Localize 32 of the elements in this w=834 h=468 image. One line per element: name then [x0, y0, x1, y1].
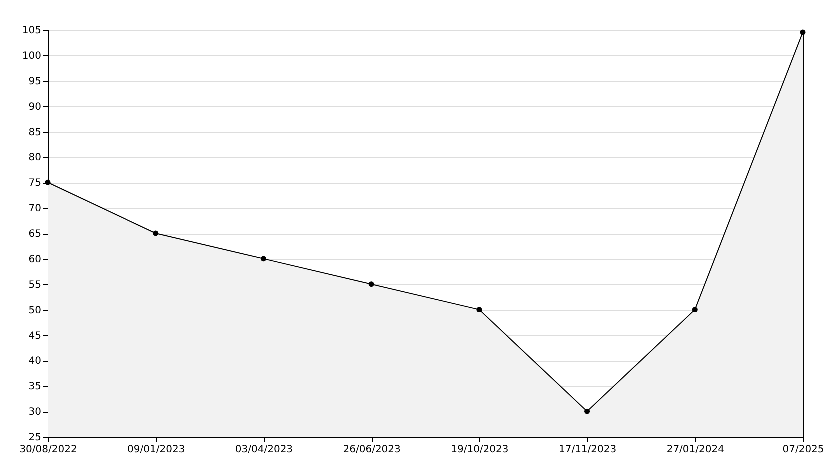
x-tick-label: 30/08/2022 — [20, 444, 78, 456]
y-tick-label: 70 — [28, 204, 42, 215]
x-tick-label: 26/06/2023 — [343, 444, 401, 456]
x-tick-label: 27/01/2024 — [666, 444, 724, 456]
point — [800, 30, 806, 36]
y-tick-label: 50 — [28, 305, 42, 316]
y-tick-label: 60 — [28, 254, 42, 266]
x-tick-label: 17/11/2023 — [558, 444, 617, 456]
y-tick-label: 105 — [22, 26, 42, 36]
y-tick-label: 35 — [28, 382, 42, 393]
y-tick-label: 30 — [28, 407, 42, 418]
y-tick-label: 90 — [28, 102, 42, 113]
point — [692, 307, 698, 313]
point — [476, 307, 482, 313]
y-tick-label: 75 — [28, 178, 42, 190]
y-tick-label: 45 — [28, 330, 42, 342]
point — [368, 282, 374, 288]
x-tick-label: 07/2025 — [782, 444, 824, 456]
y-tick-label: 25 — [28, 432, 42, 444]
y-tick-label: 55 — [28, 280, 42, 291]
y-tick-label: 80 — [28, 152, 42, 164]
y-tick-label: 95 — [28, 76, 42, 88]
x-tick-label: 03/04/2023 — [235, 444, 294, 456]
y-tick-label: 100 — [22, 50, 42, 62]
y-tick-label: 40 — [28, 356, 42, 368]
x-tick-label: 19/10/2023 — [451, 444, 509, 456]
point — [260, 256, 266, 262]
x-tick-label: 09/01/2023 — [128, 444, 186, 456]
point — [584, 408, 590, 414]
point — [153, 230, 159, 236]
y-tick-label: 65 — [28, 229, 42, 240]
y-tick-label: 85 — [28, 127, 42, 138]
